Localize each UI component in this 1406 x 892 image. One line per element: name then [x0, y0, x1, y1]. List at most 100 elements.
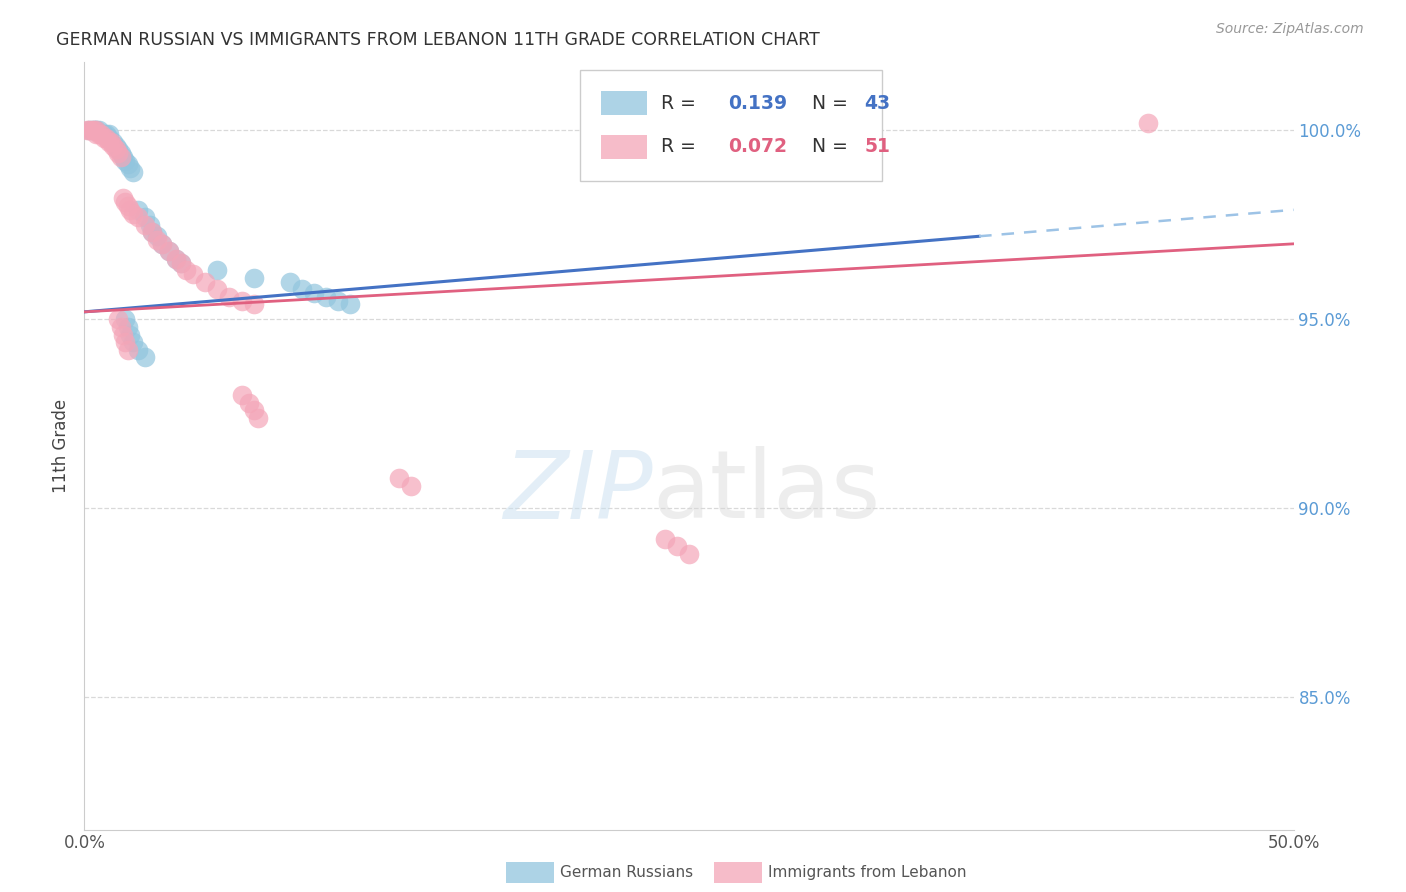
- Text: 51: 51: [865, 137, 890, 156]
- Point: [112, 327, 135, 342]
- Point: [138, 218, 160, 232]
- Point: [315, 290, 337, 304]
- Point: [127, 211, 149, 225]
- Point: [302, 285, 325, 300]
- Point: [103, 138, 125, 153]
- Point: [150, 236, 173, 251]
- Point: [80, 123, 103, 137]
- Point: [157, 244, 180, 259]
- Point: [86, 123, 108, 137]
- Point: [86, 123, 108, 137]
- Point: [207, 263, 229, 277]
- Text: ZIP: ZIP: [503, 447, 652, 538]
- Point: [87, 127, 110, 141]
- Text: German Russians: German Russians: [560, 865, 693, 880]
- Point: [134, 218, 156, 232]
- Point: [87, 123, 110, 137]
- Point: [127, 343, 149, 357]
- Text: atlas: atlas: [652, 446, 882, 538]
- Point: [399, 478, 422, 492]
- Point: [141, 226, 163, 240]
- Point: [114, 312, 136, 326]
- Point: [103, 135, 125, 149]
- Point: [231, 293, 253, 308]
- Text: 0.139: 0.139: [728, 94, 787, 112]
- Point: [388, 471, 411, 485]
- Point: [291, 282, 314, 296]
- Point: [328, 293, 350, 308]
- Point: [77, 123, 100, 137]
- Point: [121, 206, 143, 220]
- Point: [117, 199, 139, 213]
- Point: [107, 312, 129, 326]
- Text: N =: N =: [800, 137, 853, 156]
- Point: [1137, 116, 1160, 130]
- Point: [120, 327, 142, 342]
- Point: [134, 211, 156, 225]
- Point: [114, 334, 136, 349]
- Point: [112, 150, 135, 164]
- Point: [146, 229, 169, 244]
- FancyBboxPatch shape: [600, 91, 647, 115]
- Y-axis label: 11th Grade: 11th Grade: [52, 399, 70, 493]
- Point: [97, 135, 120, 149]
- Point: [114, 153, 136, 168]
- Point: [121, 165, 143, 179]
- Point: [194, 275, 217, 289]
- Text: Source: ZipAtlas.com: Source: ZipAtlas.com: [1216, 22, 1364, 37]
- Point: [665, 539, 688, 553]
- Point: [117, 320, 139, 334]
- Point: [121, 334, 143, 349]
- Point: [339, 297, 361, 311]
- Point: [104, 138, 127, 153]
- Point: [94, 131, 117, 145]
- Point: [86, 123, 108, 137]
- Point: [83, 123, 105, 137]
- Point: [97, 127, 120, 141]
- Point: [114, 195, 136, 210]
- Point: [242, 403, 264, 417]
- Point: [127, 202, 149, 217]
- Point: [80, 123, 103, 137]
- Point: [247, 410, 270, 425]
- FancyBboxPatch shape: [600, 135, 647, 159]
- FancyBboxPatch shape: [581, 70, 883, 181]
- Point: [100, 135, 122, 149]
- Point: [170, 256, 193, 270]
- Text: Immigrants from Lebanon: Immigrants from Lebanon: [768, 865, 966, 880]
- Point: [77, 123, 100, 137]
- Point: [170, 256, 193, 270]
- Point: [242, 270, 264, 285]
- Point: [165, 252, 187, 266]
- Text: R =: R =: [661, 137, 702, 156]
- Point: [238, 395, 260, 409]
- Point: [90, 127, 112, 141]
- Point: [181, 267, 204, 281]
- Point: [97, 131, 120, 145]
- Point: [141, 226, 163, 240]
- Point: [165, 252, 187, 266]
- Point: [120, 202, 142, 217]
- Point: [117, 343, 139, 357]
- Point: [146, 233, 169, 247]
- Text: R =: R =: [661, 94, 702, 112]
- Point: [90, 127, 112, 141]
- Point: [218, 290, 240, 304]
- Point: [110, 150, 132, 164]
- Point: [110, 146, 132, 161]
- Point: [110, 320, 132, 334]
- Point: [654, 532, 676, 546]
- Point: [93, 127, 115, 141]
- Point: [207, 282, 229, 296]
- Point: [107, 146, 129, 161]
- Text: 43: 43: [865, 94, 890, 112]
- Point: [174, 263, 197, 277]
- Point: [83, 123, 105, 137]
- Point: [117, 157, 139, 171]
- Point: [678, 547, 700, 561]
- Point: [278, 275, 301, 289]
- Text: GERMAN RUSSIAN VS IMMIGRANTS FROM LEBANON 11TH GRADE CORRELATION CHART: GERMAN RUSSIAN VS IMMIGRANTS FROM LEBANO…: [56, 31, 820, 49]
- Point: [107, 142, 129, 156]
- Point: [134, 350, 156, 364]
- Point: [112, 192, 135, 206]
